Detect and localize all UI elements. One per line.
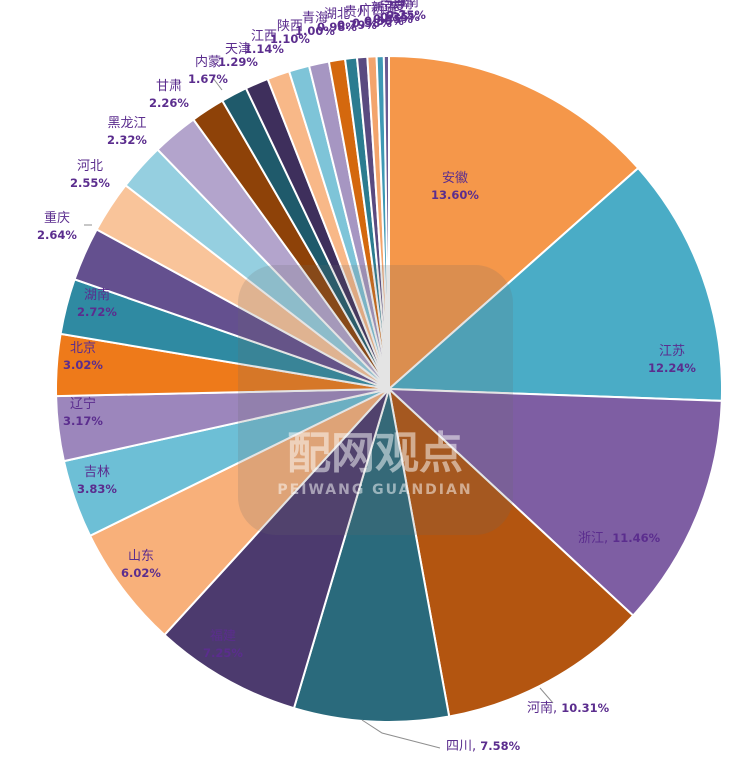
pie-slice bbox=[292, 388, 451, 723]
slice-label-value: 0.58% bbox=[352, 16, 392, 30]
slice-label-name: 安徽 bbox=[442, 171, 468, 186]
slice-label-value: 7.25% bbox=[203, 646, 243, 660]
slice-label-name: 陕西 bbox=[277, 19, 303, 34]
slice-label-name: 北京 bbox=[70, 341, 96, 356]
slice-label-value: 3.83% bbox=[77, 482, 117, 496]
slice-label-name: 河北 bbox=[77, 159, 103, 174]
slice-label-name: 湖南 bbox=[84, 287, 110, 303]
slice-label: 浙江, 11.46% bbox=[578, 531, 661, 546]
slice-label-value: 0.79% bbox=[337, 18, 377, 32]
slice-label-name: 山东 bbox=[128, 549, 154, 564]
slice-label-name: 内蒙 bbox=[195, 54, 221, 70]
slice-label-name: 黑龙江 bbox=[107, 116, 146, 131]
slice-label-value: 2.72% bbox=[77, 305, 117, 319]
slice-label-name: 天津 bbox=[225, 42, 251, 57]
watermark-cn: 配网观点 bbox=[287, 428, 463, 479]
slice-label-value: 2.32% bbox=[107, 133, 147, 147]
pie-slice bbox=[382, 54, 390, 390]
pie-slices bbox=[55, 54, 723, 723]
slice-label-name: 海南 bbox=[393, 0, 419, 10]
slice-labels: 安徽 13.60% 江苏 12.24% 浙江, 11.46% 河南, 10.31% 四川, … bbox=[37, 0, 696, 754]
slice-label-name: 新疆 bbox=[371, 0, 397, 16]
slice-label-value: 0.50% bbox=[364, 14, 404, 28]
slice-label-name: 云南 bbox=[387, 0, 413, 12]
slice-label-value: 1.14% bbox=[244, 42, 284, 56]
slice-label-name: 湖北 bbox=[324, 7, 350, 22]
slice-label-value: 13.60% bbox=[431, 188, 479, 202]
slice-label: 四川, 7.58% bbox=[446, 739, 521, 754]
slice-label-value: 0.25% bbox=[386, 8, 426, 22]
leader-line bbox=[539, 687, 554, 704]
pie-slice bbox=[387, 386, 635, 718]
slice-label-value: 3.02% bbox=[63, 358, 103, 372]
pie-slice bbox=[386, 387, 723, 617]
leader-line bbox=[361, 719, 441, 749]
slice-label-name: 甘肃 bbox=[156, 79, 182, 94]
slice-label-value: 1.00% bbox=[295, 24, 335, 38]
pie-slice bbox=[386, 166, 723, 402]
slice-label-name: 辽宁 bbox=[70, 396, 96, 412]
slice-label-value: 0.45% bbox=[373, 12, 413, 26]
leader-line bbox=[212, 77, 223, 91]
leader-lines bbox=[84, 77, 554, 749]
slice-label-value: 0.35% bbox=[380, 10, 420, 24]
slice-label-value: 2.64% bbox=[37, 228, 77, 242]
slice-label-value: 3.17% bbox=[63, 414, 103, 428]
watermark-en: PEIWANG GUANDIAN bbox=[277, 482, 472, 498]
slice-label-name: 江苏 bbox=[659, 343, 685, 359]
slice-label-value: 0.98% bbox=[317, 20, 357, 34]
slice-label-value: 1.67% bbox=[188, 72, 228, 86]
slice-label: 河南, 10.31% bbox=[527, 700, 610, 716]
pie-slice bbox=[163, 388, 390, 710]
slice-label-value: 1.29% bbox=[218, 55, 258, 69]
slice-label-name: 福建 bbox=[210, 629, 236, 644]
slice-label-name: 吉林 bbox=[84, 465, 110, 480]
slice-label-value: 2.55% bbox=[70, 176, 110, 190]
slice-label-value: 12.24% bbox=[648, 361, 696, 375]
slice-label-name: 重庆 bbox=[44, 210, 70, 226]
slice-label-name: 广西 bbox=[359, 3, 385, 18]
pie-slice bbox=[88, 388, 390, 637]
slice-label-value: 6.02% bbox=[121, 566, 161, 580]
slice-label-name: 青海 bbox=[302, 11, 328, 26]
watermark: 配网观点 PEIWANG GUANDIAN bbox=[238, 265, 513, 535]
slice-label-name: 江西 bbox=[251, 29, 277, 44]
slice-label-value: 1.10% bbox=[270, 32, 310, 46]
slice-label-name: 贵州 bbox=[344, 5, 370, 20]
slice-label-value: 2.26% bbox=[149, 96, 189, 110]
pie-slice bbox=[388, 54, 640, 392]
slice-label-name: 宁夏 bbox=[380, 0, 406, 14]
